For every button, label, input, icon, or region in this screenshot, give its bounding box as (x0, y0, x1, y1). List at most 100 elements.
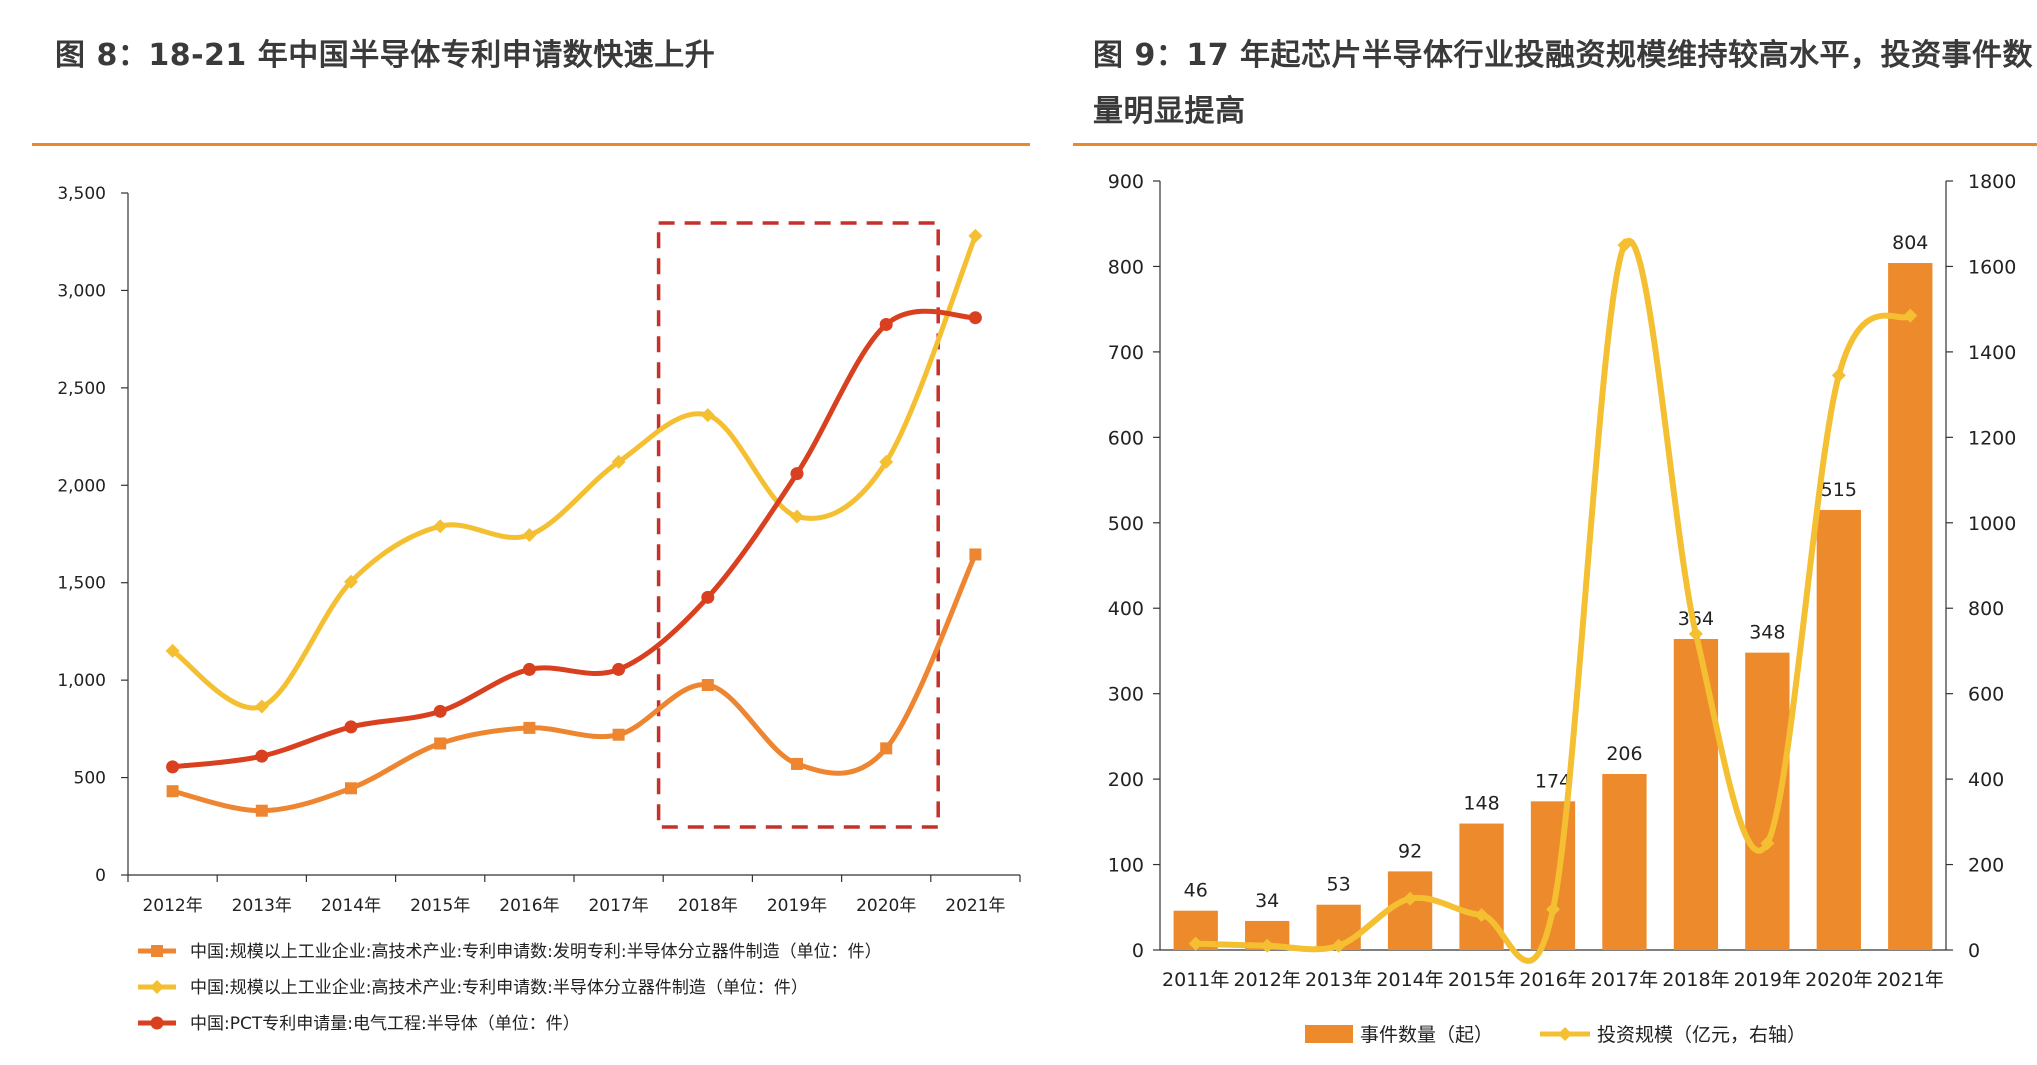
bar-value-label: 174 (1535, 770, 1571, 792)
line-point (1903, 308, 1918, 323)
y-tick-label-left: 800 (1108, 256, 1144, 278)
data-point (791, 757, 803, 770)
bar-value-label: 92 (1398, 840, 1422, 862)
series-line (170, 233, 978, 711)
series-1 (165, 228, 983, 714)
bar-value-label: 53 (1327, 874, 1351, 896)
series-bars: 46 34 53 92 148 174 206 364 348 515 804 (1173, 232, 1933, 950)
data-point (701, 590, 715, 604)
data-point (434, 737, 447, 750)
y-tick-label-left: 200 (1108, 769, 1144, 791)
data-point (968, 228, 983, 243)
bar-value-label: 46 (1184, 880, 1208, 902)
data-point (255, 804, 268, 817)
y-tick-label-left: 100 (1108, 855, 1144, 877)
bar-value-label: 34 (1255, 890, 1279, 912)
x-tick-label: 2018年 (1662, 969, 1729, 991)
x-tick-label: 2018年 (678, 896, 738, 916)
y-tick-label: 3,000 (57, 281, 106, 301)
y-tick-label-left: 300 (1108, 684, 1144, 706)
legend-label: 事件数量（起） (1360, 1024, 1493, 1046)
data-point (522, 662, 536, 676)
line-point (1331, 938, 1346, 953)
data-point (612, 662, 626, 676)
x-tick-label: 2019年 (1734, 969, 1801, 991)
bar (1745, 652, 1790, 950)
data-point (969, 548, 982, 561)
y-tick-label-right: 1200 (1968, 427, 2016, 449)
y-tick-label-left: 0 (1132, 940, 1144, 962)
y-tick-label-right: 1400 (1968, 342, 2016, 364)
legend-swatch-marker (150, 980, 164, 994)
x-tick-label: 2011年 (1162, 969, 1229, 991)
bar-value-label: 364 (1678, 608, 1714, 630)
bar (1816, 509, 1861, 950)
x-tick-label: 2013年 (1305, 969, 1372, 991)
line-point (1403, 891, 1418, 906)
x-tick-label: 2013年 (232, 896, 292, 916)
x-tick-label: 2020年 (856, 896, 916, 916)
line-point (1617, 238, 1632, 253)
data-point (701, 679, 714, 692)
legend-item-1: 中国:规模以上工业企业:高技术产业:专利申请数:半导体分立器件制造（单位：件） (138, 978, 808, 998)
figure-9-title: 图 9：17 年起芯片半导体行业投融资规模维持较高水平，投资事件数量明显提高 (1093, 38, 2034, 129)
data-point (166, 785, 179, 798)
line-point (1260, 938, 1275, 953)
x-tick-label: 2020年 (1805, 969, 1872, 991)
y-tick-label-right: 0 (1968, 940, 1980, 962)
series-line (170, 551, 978, 814)
x-tick-label: 2015年 (1448, 969, 1515, 991)
y-tick-label: 1,000 (57, 671, 106, 691)
highlight-box (656, 221, 940, 829)
bar-value-label: 348 (1749, 622, 1785, 644)
bar (1387, 871, 1433, 950)
y-tick-label-right: 800 (1968, 598, 2004, 620)
line-point (1188, 936, 1203, 951)
bar-value-label: 804 (1892, 232, 1928, 254)
legend-item-2: 中国:PCT专利申请量:电气工程:半导体（单位：件） (138, 1014, 580, 1034)
series-line (1188, 238, 1918, 964)
data-point (611, 454, 626, 469)
series-2 (166, 308, 982, 774)
legend-label: 中国:规模以上工业企业:高技术产业:专利申请数:半导体分立器件制造（单位：件） (190, 978, 808, 998)
data-point (255, 749, 269, 763)
y-tick-label-right: 600 (1968, 684, 2004, 706)
data-point (433, 519, 448, 534)
x-tick-label: 2014年 (1376, 969, 1443, 991)
y-tick-label: 2,500 (57, 379, 106, 399)
legend-swatch-marker (150, 1016, 164, 1030)
legend-label: 投资规模（亿元，右轴） (1597, 1024, 1806, 1046)
data-point (880, 742, 893, 755)
legend-swatch-marker (151, 945, 163, 957)
line-point (1688, 626, 1703, 641)
line-path (1192, 238, 1914, 964)
data-point (344, 574, 358, 589)
data-point (254, 699, 269, 714)
data-point (166, 760, 180, 774)
figure-8-title-rule (32, 143, 1030, 146)
bar-value-label: 206 (1606, 743, 1642, 765)
bar (1530, 801, 1576, 950)
bar-value-label: 148 (1463, 793, 1499, 815)
y-tick-label-right: 1600 (1968, 256, 2016, 278)
x-tick-label: 2014年 (321, 896, 381, 916)
data-point (879, 318, 893, 332)
y-tick-label-left: 900 (1108, 171, 1144, 193)
bar (1673, 638, 1719, 950)
data-point (433, 704, 447, 718)
x-tick-label: 2016年 (1519, 969, 1586, 991)
x-tick-label: 2017年 (1591, 969, 1658, 991)
figure-8-line-chart: 0 500 1,000 1,500 2,000 2,500 3,000 3,500 2012年 2… (57, 184, 1021, 1034)
legend-swatch-bar (1305, 1025, 1353, 1043)
y-tick-label: 0 (95, 866, 106, 886)
x-tick-label: 2019年 (767, 896, 827, 916)
legend-label: 中国:PCT专利申请量:电气工程:半导体（单位：件） (190, 1014, 580, 1034)
y-tick-label-left: 500 (1108, 513, 1144, 535)
data-point (523, 721, 536, 734)
y-tick-label: 2,000 (57, 476, 106, 496)
data-point (165, 643, 180, 658)
x-tick-label: 2017年 (588, 896, 648, 916)
data-point (968, 311, 982, 325)
y-tick-label-left: 400 (1108, 598, 1144, 620)
y-tick-label: 1,500 (57, 574, 106, 594)
